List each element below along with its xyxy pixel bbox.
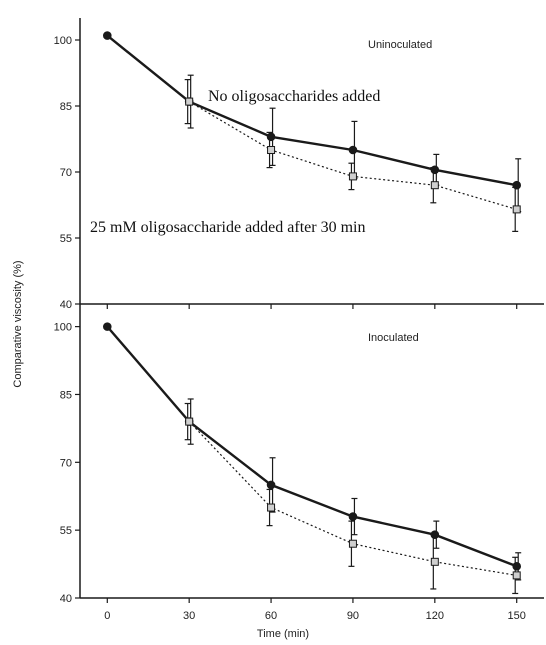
point-oligo-25mm-upper-4 xyxy=(512,205,521,214)
point-oligo-25mm-upper-1 xyxy=(267,146,276,154)
point-oligo-25mm-lower-1 xyxy=(267,503,276,512)
y-tick-label-upper-2: 70 xyxy=(60,167,72,179)
x-tick-label-3: 90 xyxy=(347,610,359,622)
point-oligo-25mm-upper-0 xyxy=(185,97,194,106)
axes: 100 85 70 55 40 100 85 70 55 40 0 30 60 90 120 150 xyxy=(54,18,544,622)
x-tick-label-5: 150 xyxy=(508,610,526,622)
point-no-oligo-lower-2 xyxy=(266,480,276,490)
labels: Comparative viscosity (%) Time (min) Uni… xyxy=(12,39,432,640)
series-oligo-25mm-lower xyxy=(184,402,521,595)
series-line-oligo-25mm-upper xyxy=(188,101,517,210)
series-line-no-oligo-upper xyxy=(106,34,517,187)
y-tick-label-upper-4: 40 xyxy=(60,299,72,311)
x-tick-label-4: 120 xyxy=(426,610,444,622)
annotation-no-oligosaccharides: No oligosaccharides added xyxy=(208,88,380,105)
y-tick-label-lower-0: 100 xyxy=(54,322,72,334)
y-tick-label-upper-1: 85 xyxy=(60,101,72,113)
series-oligo-25mm-upper xyxy=(184,78,521,232)
panel-label-uninoculated: Uninoculated xyxy=(368,39,432,51)
series-no-oligo-lower xyxy=(102,322,522,581)
y-tick-label-lower-1: 85 xyxy=(60,389,72,401)
series-line-no-oligo-lower xyxy=(106,325,518,568)
y-tick-label-lower-3: 55 xyxy=(60,525,72,537)
point-oligo-25mm-upper-2 xyxy=(348,172,357,181)
x-tick-label-1: 30 xyxy=(183,610,195,622)
panel-label-inoculated: Inoculated xyxy=(368,332,419,344)
y-tick-label-upper-0: 100 xyxy=(54,35,72,47)
y-tick-label-lower-2: 70 xyxy=(60,457,72,469)
annotation-25mm-oligosaccharide: 25 mM oligosaccharide added after 30 min xyxy=(90,219,365,236)
point-no-oligo-upper-2 xyxy=(266,132,276,142)
x-tick-label-2: 60 xyxy=(265,610,277,622)
x-axis-label: Time (min) xyxy=(257,628,309,640)
point-no-oligo-lower-3 xyxy=(348,512,358,521)
y-tick-label-lower-4: 40 xyxy=(60,593,72,605)
series-no-oligo-upper xyxy=(102,31,522,213)
point-no-oligo-lower-0 xyxy=(102,322,112,331)
point-oligo-25mm-upper-3 xyxy=(430,181,439,190)
point-oligo-25mm-lower-4 xyxy=(512,571,521,580)
y-axis-label: Comparative viscosity (%) xyxy=(12,260,24,387)
point-no-oligo-upper-0 xyxy=(102,31,112,40)
point-oligo-25mm-lower-2 xyxy=(348,539,357,548)
point-oligo-25mm-lower-0 xyxy=(185,417,194,426)
point-no-oligo-lower-5 xyxy=(512,562,522,571)
x-tick-label-0: 0 xyxy=(104,610,110,622)
data-series xyxy=(102,31,522,595)
point-no-oligo-upper-3 xyxy=(348,145,358,155)
point-oligo-25mm-lower-3 xyxy=(430,557,439,566)
y-tick-label-upper-3: 55 xyxy=(60,233,72,245)
